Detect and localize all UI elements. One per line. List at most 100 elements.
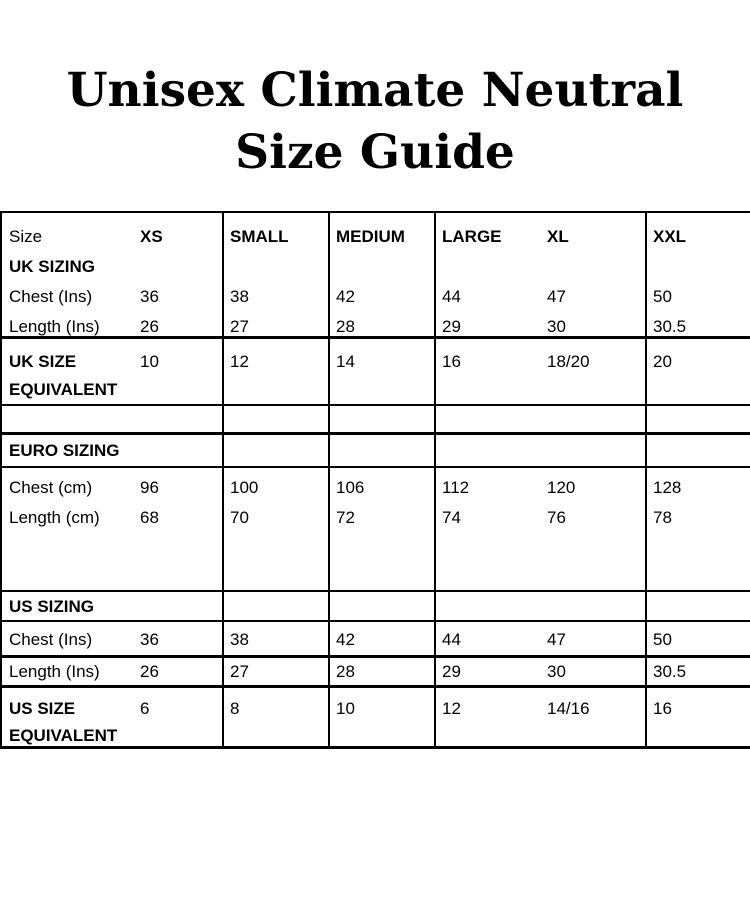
euro-chest-line: Chest (cm) 96 (9, 473, 222, 503)
us-equiv-line: US SIZE 6 (9, 695, 222, 722)
us-chest-xs: 36 (140, 630, 159, 649)
euro-chest-small: 100 (230, 478, 259, 497)
cell-us-chest-label-xs: Chest (Ins) 36 (2, 622, 222, 655)
uk-length-xl: 30 (547, 317, 566, 336)
uk-length-small: 27 (230, 317, 249, 336)
cell-us-equiv-xxl: 16 (645, 688, 750, 746)
cell-euro-xxl: 128 78 (645, 468, 750, 590)
euro-chest-medium: 106 (336, 478, 365, 497)
us-chest-large-xl-line: 44 47 (442, 630, 645, 650)
uk-equiv-small: 12 (230, 352, 249, 371)
header-small-label: SMALL (230, 227, 289, 246)
page-title-line-1: Unisex Climate Neutral (66, 63, 684, 118)
uk-chest-line: Chest (Ins) 36 (9, 282, 222, 312)
uk-chest-xs: 36 (140, 287, 159, 306)
uk-equiv-label-line1: UK SIZE (9, 352, 77, 371)
cell-euro-large-xl: 112 120 74 76 (434, 468, 645, 590)
cell-euro-medium: 106 72 (328, 468, 434, 590)
cell-us-equiv-medium: 10 (328, 688, 434, 746)
uk-equiv-label-line2: EQUIVALENT (9, 380, 118, 399)
us-equiv-xxl: 16 (653, 699, 672, 718)
us-length-small: 27 (230, 662, 249, 681)
uk-equiv-line: UK SIZE 10 (9, 348, 222, 376)
us-equiv-large: 12 (442, 699, 461, 718)
spacer (442, 252, 645, 282)
uk-chest-medium: 42 (336, 287, 355, 306)
us-chest-label: Chest (Ins) (9, 630, 93, 649)
us-length-large-xl-line: 29 30 (442, 662, 645, 682)
empty-cell (645, 406, 750, 432)
us-chest-xl: 47 (547, 630, 566, 649)
empty-cell (434, 406, 645, 432)
cell-header-uk-large-xl: LARGE XL 44 47 29 30 (434, 213, 645, 336)
uk-equiv-xxl: 20 (653, 352, 672, 371)
us-equiv-label-line2: EQUIVALENT (9, 726, 118, 745)
cell-us-length-medium: 28 (328, 658, 434, 685)
cell-uk-equiv-xxl: 20 (645, 339, 750, 404)
euro-sizing-section-label: EURO SIZING (9, 441, 120, 460)
page-title-line-2: Size Guide (235, 125, 515, 180)
uk-length-line: Length (Ins) 26 (9, 312, 222, 336)
uk-chest-large-xl-line: 44 47 (442, 282, 645, 312)
uk-length-large-xl-line: 29 30 (442, 312, 645, 336)
euro-length-label: Length (cm) (9, 508, 100, 527)
header-line: Size XS (9, 222, 222, 252)
us-equiv-large-xl-line: 12 14/16 (442, 695, 645, 722)
us-equiv-small: 8 (230, 699, 240, 718)
euro-length-xl: 76 (547, 508, 566, 527)
page-title: Unisex Climate Neutral Size Guide (0, 60, 750, 184)
euro-chest-xl: 120 (547, 478, 576, 497)
empty-cell (2, 406, 222, 432)
us-chest-medium: 42 (336, 630, 355, 649)
us-chest-large: 44 (442, 630, 461, 649)
row-spacer (2, 406, 750, 435)
header-xxl-label: XXL (653, 227, 687, 246)
euro-length-large: 74 (442, 508, 461, 527)
cell-us-chest-large-xl: 44 47 (434, 622, 645, 655)
euro-length-xxl: 78 (653, 508, 672, 527)
uk-length-label: Length (Ins) (9, 317, 100, 336)
row-us-length: Length (Ins) 26 27 28 29 30 30.5 (2, 658, 750, 688)
euro-length-large-xl-line: 74 76 (442, 503, 645, 533)
cell-uk-equiv-medium: 14 (328, 339, 434, 404)
euro-length-line: Length (cm) 68 (9, 503, 222, 533)
euro-chest-xxl: 128 (653, 478, 682, 497)
spacer (653, 252, 750, 282)
uk-sizing-section-label: UK SIZING (9, 257, 95, 276)
uk-chest-label: Chest (Ins) (9, 287, 93, 306)
cell-header-uk-medium: MEDIUM 42 28 (328, 213, 434, 336)
us-chest-small: 38 (230, 630, 249, 649)
cell-uk-equiv-large-xl: 16 18/20 (434, 339, 645, 404)
row-us-sizing: US SIZING (2, 592, 750, 622)
header-large-xl-line: LARGE XL (442, 222, 645, 252)
row-us-chest: Chest (Ins) 36 38 42 44 47 50 (2, 622, 750, 658)
empty-cell (645, 435, 750, 466)
header-large-label: LARGE (442, 227, 502, 246)
us-sizing-section-label: US SIZING (9, 597, 95, 616)
uk-equiv-large-xl-line: 16 18/20 (442, 348, 645, 376)
us-length-large: 29 (442, 662, 461, 681)
uk-chest-large: 44 (442, 287, 461, 306)
cell-us-chest-small: 38 (222, 622, 328, 655)
header-medium-label: MEDIUM (336, 227, 405, 246)
spacer (230, 252, 328, 282)
empty-cell (328, 435, 434, 466)
empty-cell (645, 592, 750, 620)
uk-chest-small: 38 (230, 287, 249, 306)
uk-equiv-large: 16 (442, 352, 461, 371)
cell-header-uk-size-xs: Size XS UK SIZING Chest (Ins) 36 Length … (2, 213, 222, 336)
cell-us-equiv-label-xs: US SIZE 6 EQUIVALENT (2, 688, 222, 746)
euro-length-small: 70 (230, 508, 249, 527)
cell-us-length-label-xs: Length (Ins) 26 (2, 658, 222, 685)
euro-length-medium: 72 (336, 508, 355, 527)
uk-equiv-xl: 18/20 (547, 352, 590, 371)
row-euro-data: Chest (cm) 96 Length (cm) 68 100 70 106 … (2, 468, 750, 592)
uk-chest-xxl: 50 (653, 287, 672, 306)
cell-us-length-xxl: 30.5 (645, 658, 750, 685)
cell-us-length-large-xl: 29 30 (434, 658, 645, 685)
us-length-xl: 30 (547, 662, 566, 681)
cell-us-equiv-small: 8 (222, 688, 328, 746)
cell-euro-labels-xs: Chest (cm) 96 Length (cm) 68 (2, 468, 222, 590)
uk-length-xxl: 30.5 (653, 317, 687, 336)
